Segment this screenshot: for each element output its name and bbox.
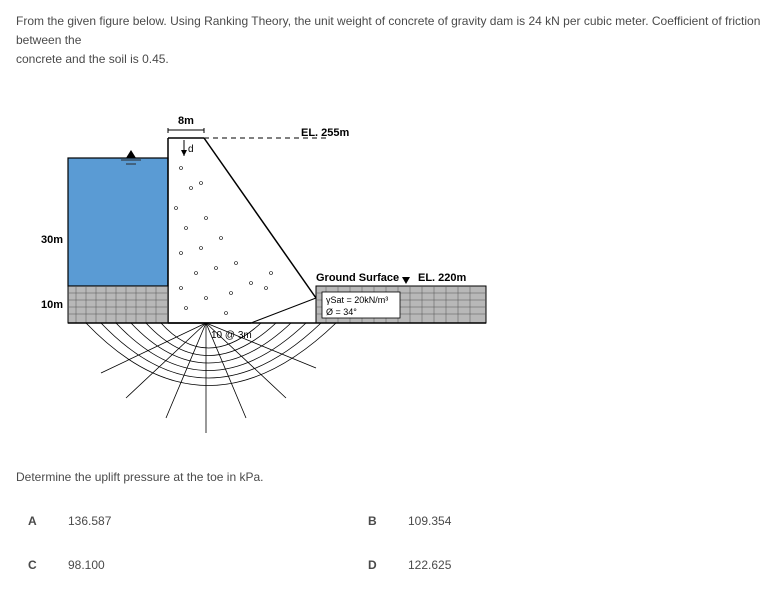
drop-d-label: d (188, 144, 194, 155)
el-ground-label: EL. 220m (418, 272, 467, 284)
dam-svg: 8m EL. 255m d 30m 10m (26, 88, 506, 448)
dam-diagram: 8m EL. 255m d 30m 10m (26, 88, 506, 448)
problem-line2: concrete and the soil is 0.45. (16, 52, 169, 66)
option-b-value: 109.354 (408, 514, 451, 528)
problem-line1: From the given figure below. Using Ranki… (16, 14, 760, 47)
water-block (68, 158, 168, 286)
gamma-label: γSat = 20kN/m³ (326, 295, 388, 305)
option-b-letter: B (368, 514, 398, 528)
option-a-letter: A (28, 514, 58, 528)
option-b[interactable]: B 109.354 (356, 514, 696, 528)
question-text: Determine the uplift pressure at the toe… (16, 470, 764, 484)
option-d-value: 122.625 (408, 558, 451, 572)
height-label: 30m (41, 234, 63, 246)
top-width-label: 8m (178, 115, 194, 127)
answer-options: A 136.587 B 109.354 C 98.100 D 122.625 (16, 514, 696, 602)
problem-statement: From the given figure below. Using Ranki… (16, 12, 764, 70)
phi-label: Ø = 34° (326, 307, 357, 317)
option-d[interactable]: D 122.625 (356, 558, 696, 572)
option-c-letter: C (28, 558, 58, 572)
option-c[interactable]: C 98.100 (16, 558, 356, 572)
ground-surface-label: Ground Surface (316, 272, 399, 284)
left-soil (68, 286, 168, 323)
option-a[interactable]: A 136.587 (16, 514, 356, 528)
option-c-value: 98.100 (68, 558, 105, 572)
base-label: 10m (41, 299, 63, 311)
el-top-label: EL. 255m (301, 127, 350, 139)
option-d-letter: D (368, 558, 398, 572)
option-a-value: 136.587 (68, 514, 111, 528)
arc-label: 10 @ 3m (211, 330, 252, 341)
